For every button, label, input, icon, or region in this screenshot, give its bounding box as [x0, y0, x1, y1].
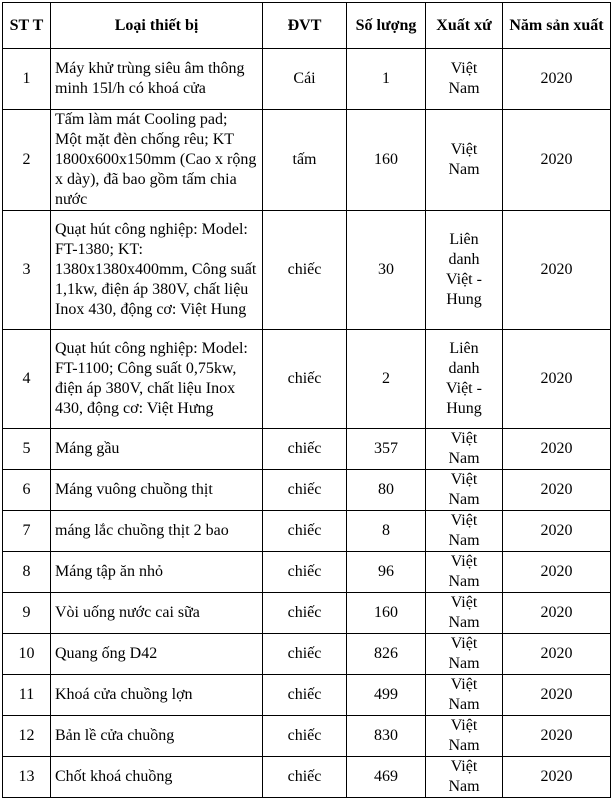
cell-stt: 6	[2, 469, 51, 511]
cell-name: Máng vuông chuồng thịt	[50, 469, 263, 511]
cell-year: 2020	[502, 510, 611, 552]
cell-year: 2020	[502, 674, 611, 716]
cell-year: 2020	[502, 109, 611, 211]
cell-origin: Việt Nam	[425, 469, 503, 511]
cell-year: 2020	[502, 210, 611, 330]
cell-unit: chiếc	[262, 592, 347, 634]
header-year: Năm sản xuất	[502, 2, 611, 49]
table-row: 1 Máy khử trùng siêu âm thông minh 15l/h …	[2, 48, 611, 110]
cell-origin: Việt Nam	[425, 428, 503, 470]
cell-stt: 13	[2, 756, 51, 798]
cell-stt: 5	[2, 428, 51, 470]
cell-stt: 9	[2, 592, 51, 634]
cell-unit: tấm	[262, 109, 347, 211]
cell-stt: 7	[2, 510, 51, 552]
cell-origin: Việt Nam	[425, 633, 503, 675]
cell-qty: 357	[346, 428, 426, 470]
cell-qty: 96	[346, 551, 426, 593]
table-row: 9 Vòi uống nước cai sữa chiếc 160 Việt Nam 20…	[2, 592, 611, 634]
cell-stt: 12	[2, 715, 51, 757]
cell-qty: 499	[346, 674, 426, 716]
cell-year: 2020	[502, 428, 611, 470]
cell-origin: Việt Nam	[425, 674, 503, 716]
header-qty: Số lượng	[346, 2, 426, 49]
cell-name: Khoá cửa chuồng lợn	[50, 674, 263, 716]
cell-origin: Việt Nam	[425, 551, 503, 593]
cell-year: 2020	[502, 48, 611, 110]
header-unit: ĐVT	[262, 2, 347, 49]
cell-name: Máy khử trùng siêu âm thông minh 15l/h c…	[50, 48, 263, 110]
cell-year: 2020	[502, 633, 611, 675]
cell-unit: chiếc	[262, 428, 347, 470]
cell-name: Máng gầu	[50, 428, 263, 470]
cell-qty: 80	[346, 469, 426, 511]
cell-unit: chiếc	[262, 510, 347, 552]
cell-unit: chiếc	[262, 329, 347, 429]
cell-origin: Việt Nam	[425, 592, 503, 634]
header-stt: ST T	[2, 2, 51, 49]
cell-qty: 160	[346, 109, 426, 211]
cell-origin: Việt Nam	[425, 756, 503, 798]
cell-year: 2020	[502, 551, 611, 593]
cell-stt: 2	[2, 109, 51, 211]
cell-unit: chiếc	[262, 633, 347, 675]
cell-qty: 160	[346, 592, 426, 634]
cell-unit: Cái	[262, 48, 347, 110]
cell-name: Tấm làm mát Cooling pad; Một mặt đèn chố…	[50, 109, 263, 211]
cell-name: Máng tập ăn nhỏ	[50, 551, 263, 593]
cell-year: 2020	[502, 756, 611, 798]
cell-name: Chốt khoá chuồng	[50, 756, 263, 798]
table-row: 4 Quạt hút công nghiệp: Model: FT-1100; C…	[2, 329, 611, 429]
cell-stt: 1	[2, 48, 51, 110]
table-row: 11 Khoá cửa chuồng lợn chiếc 499 Việt Nam 202…	[2, 674, 611, 716]
cell-qty: 826	[346, 633, 426, 675]
cell-unit: chiếc	[262, 674, 347, 716]
table-row: 6 Máng vuông chuồng thịt chiếc 80 Việt Nam 20…	[2, 469, 611, 511]
cell-stt: 8	[2, 551, 51, 593]
cell-qty: 8	[346, 510, 426, 552]
header-name: Loại thiết bị	[50, 2, 263, 49]
cell-unit: chiếc	[262, 469, 347, 511]
cell-stt: 4	[2, 329, 51, 429]
cell-year: 2020	[502, 469, 611, 511]
cell-qty: 469	[346, 756, 426, 798]
cell-qty: 30	[346, 210, 426, 330]
cell-name: Bản lề cửa chuồng	[50, 715, 263, 757]
cell-unit: chiếc	[262, 715, 347, 757]
table-row: 12 Bản lề cửa chuồng chiếc 830 Việt Nam 2020	[2, 715, 611, 757]
table-row: 2 Tấm làm mát Cooling pad; Một mặt đèn ch…	[2, 109, 611, 211]
cell-name: Quang ống D42	[50, 633, 263, 675]
cell-qty: 1	[346, 48, 426, 110]
cell-origin: Việt Nam	[425, 48, 503, 110]
cell-stt: 11	[2, 674, 51, 716]
cell-name: Quạt hút công nghiệp: Model: FT-1380; KT…	[50, 210, 263, 330]
cell-unit: chiếc	[262, 756, 347, 798]
table-row: 10 Quang ống D42 chiếc 826 Việt Nam 2020	[2, 633, 611, 675]
table-row: 13 Chốt khoá chuồng chiếc 469 Việt Nam 2020	[2, 756, 611, 798]
cell-stt: 3	[2, 210, 51, 330]
cell-name: Vòi uống nước cai sữa	[50, 592, 263, 634]
cell-year: 2020	[502, 329, 611, 429]
cell-qty: 830	[346, 715, 426, 757]
cell-unit: chiếc	[262, 210, 347, 330]
header-row: ST T Loại thiết bị ĐVT Số lượng Xuất xứ …	[2, 2, 611, 49]
cell-origin: Việt Nam	[425, 109, 503, 211]
header-origin: Xuất xứ	[425, 2, 503, 49]
cell-year: 2020	[502, 715, 611, 757]
cell-name: Quạt hút công nghiệp: Model: FT-1100; Cô…	[50, 329, 263, 429]
cell-origin: Việt Nam	[425, 715, 503, 757]
cell-origin: Việt Nam	[425, 510, 503, 552]
cell-origin: Liên danh Việt - Hung	[425, 210, 503, 330]
table-row: 3 Quạt hút công nghiệp: Model: FT-1380; K…	[2, 210, 611, 330]
table-row: 7 máng lắc chuồng thịt 2 bao chiếc 8 Việt Na…	[2, 510, 611, 552]
cell-origin: Liên danh Việt - Hung	[425, 329, 503, 429]
cell-unit: chiếc	[262, 551, 347, 593]
cell-stt: 10	[2, 633, 51, 675]
cell-year: 2020	[502, 592, 611, 634]
cell-name: máng lắc chuồng thịt 2 bao	[50, 510, 263, 552]
table-row: 8 Máng tập ăn nhỏ chiếc 96 Việt Nam 2020	[2, 551, 611, 593]
table-row: 5 Máng gầu chiếc 357 Việt Nam 2020	[2, 428, 611, 470]
cell-qty: 2	[346, 329, 426, 429]
